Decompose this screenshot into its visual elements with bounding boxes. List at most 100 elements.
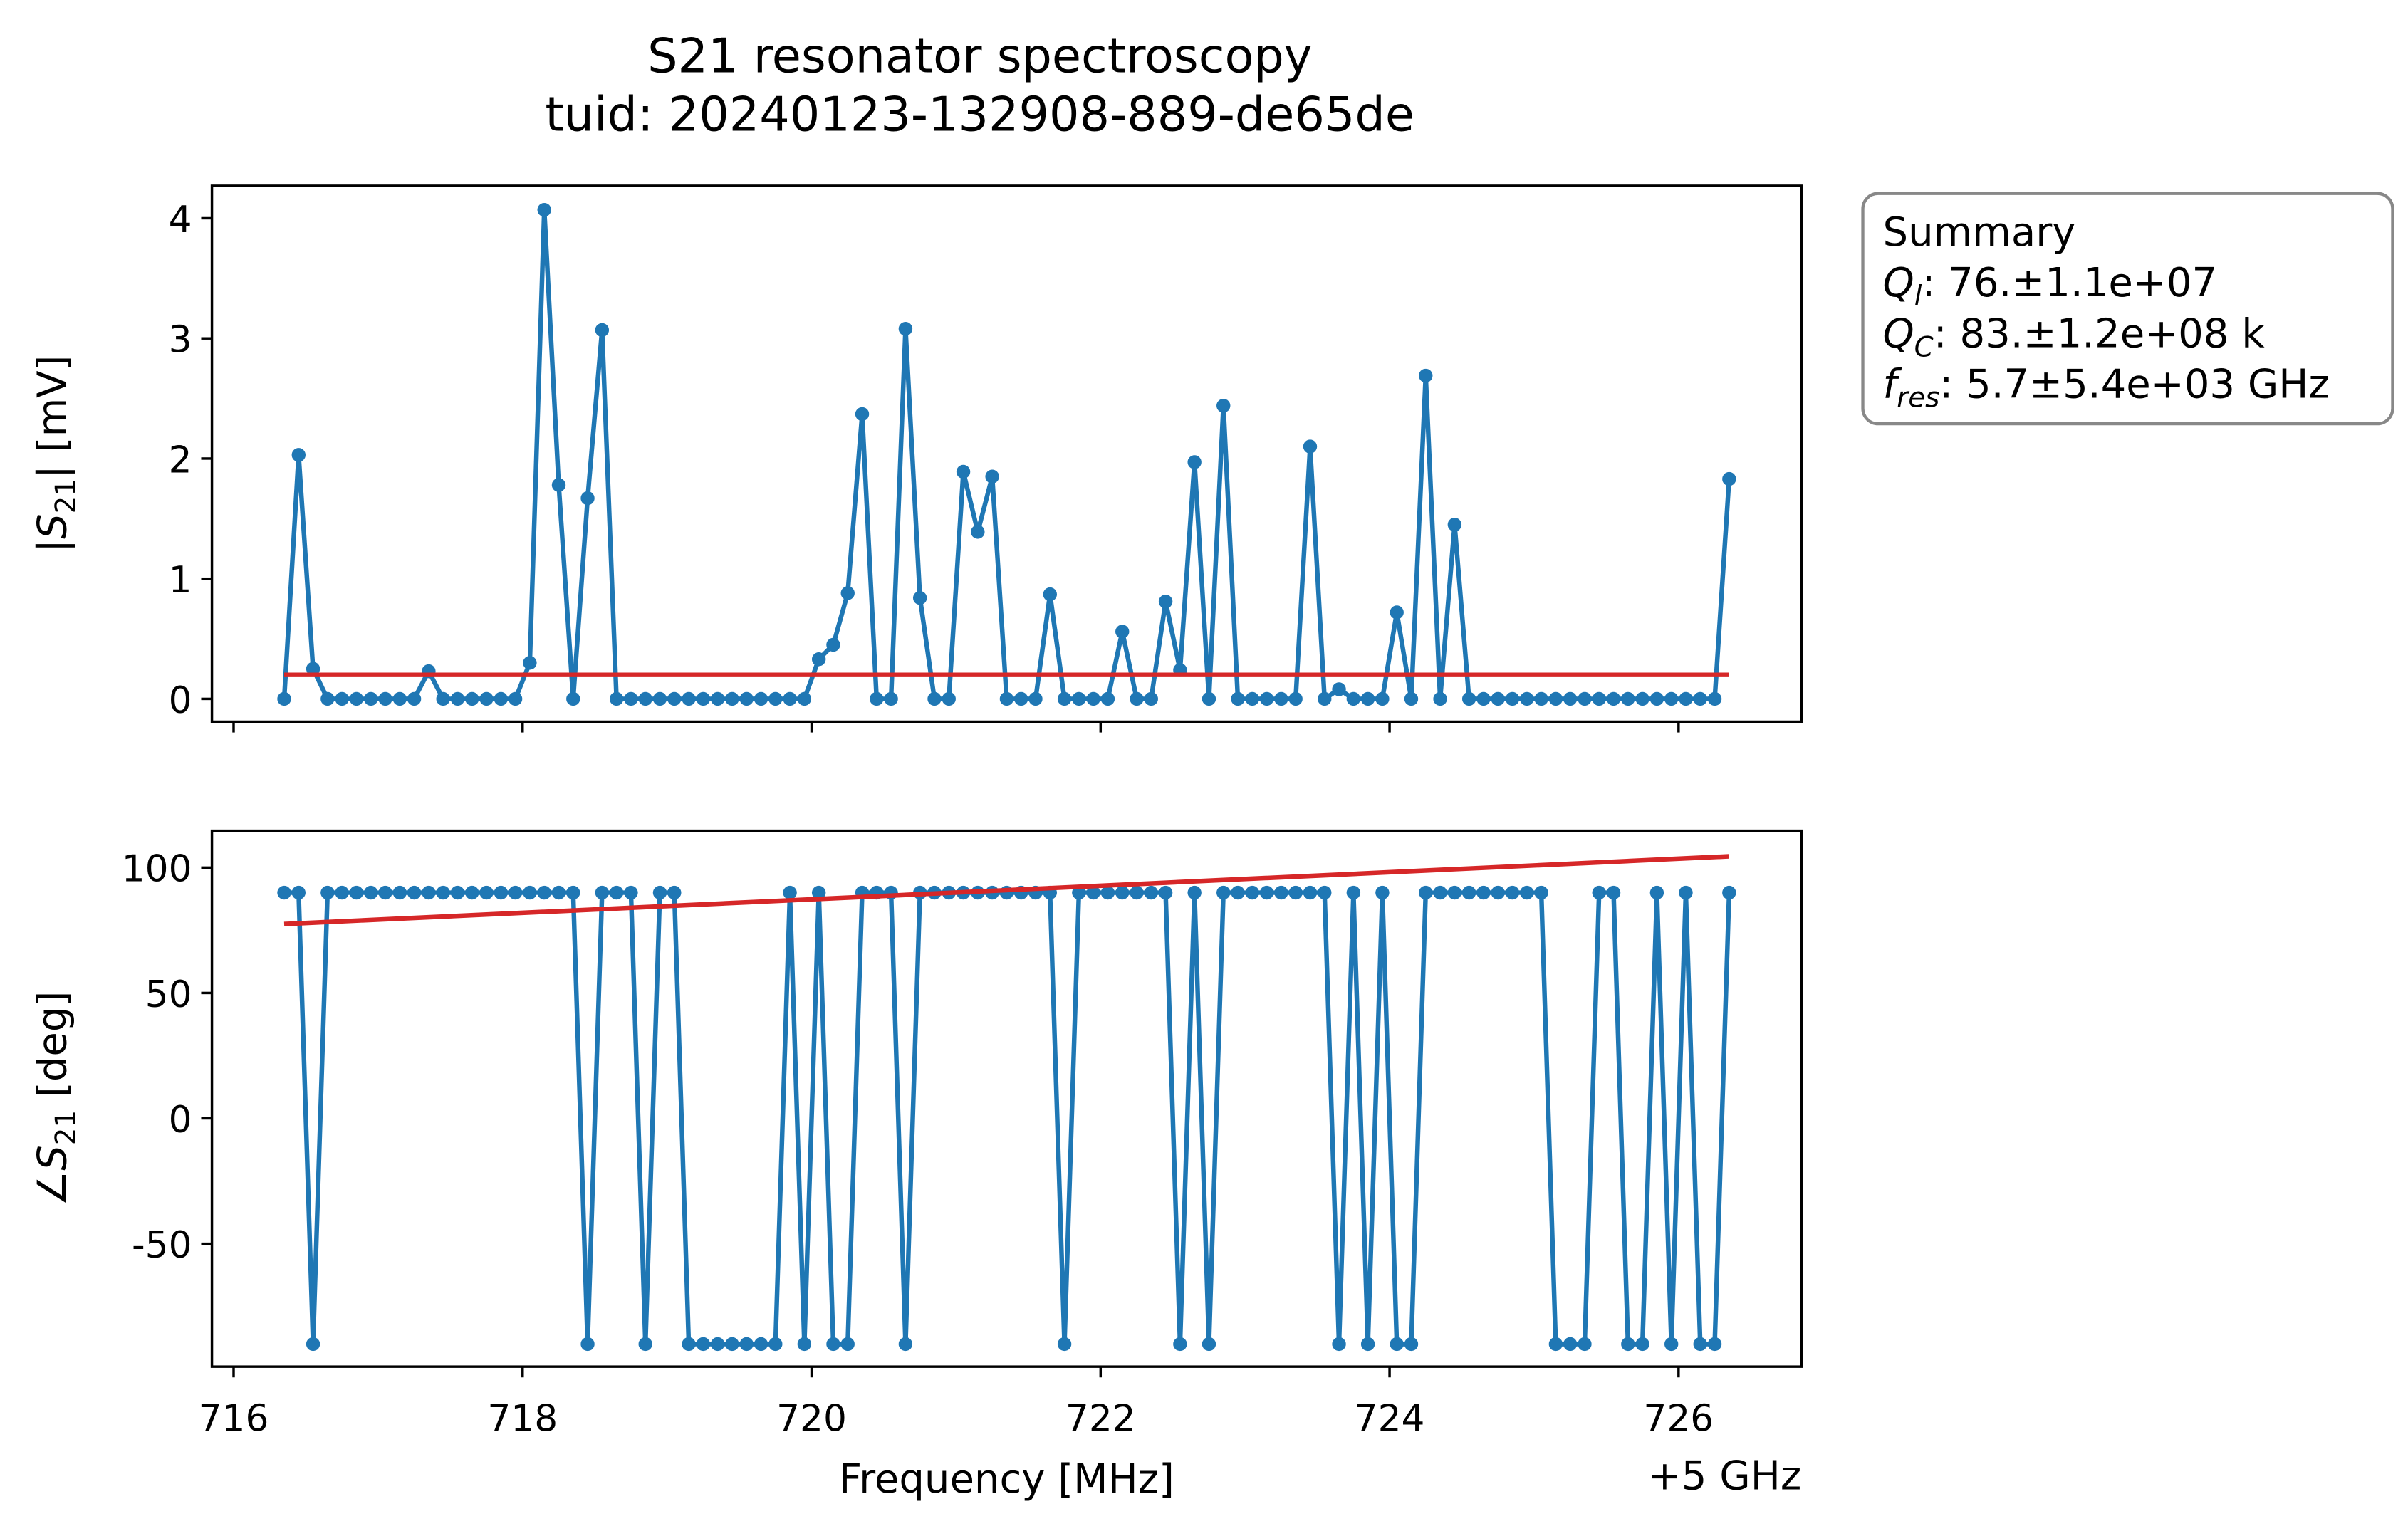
data-point [1375,691,1390,706]
summary-heading: Summary [1883,209,2076,256]
data-point [1245,885,1260,900]
data-point [523,656,537,670]
data-point [1043,587,1057,602]
data-point [898,1337,913,1352]
data-point [1621,691,1635,706]
data-point [1072,691,1086,706]
data-point [1390,1337,1404,1352]
data-point [985,469,999,484]
data-point [1520,691,1534,706]
data-point [1057,1337,1072,1352]
y-tick-label: 0 [169,679,192,722]
chart-title: S21 resonator spectroscopy [647,28,1312,83]
data-point [768,1337,783,1352]
data-point [1216,885,1231,900]
data-point [1707,691,1722,706]
data-point [1274,885,1288,900]
data-point [1476,691,1491,706]
data-point [1520,885,1534,900]
data-point [1722,471,1736,486]
summary-value: : 76.±1.1e+07 [1922,260,2217,306]
data-point [1173,1337,1187,1352]
y-label-suffix: | [mV] [30,355,76,479]
data-point [696,1337,711,1352]
data-point [1679,691,1693,706]
data-point [1158,885,1173,900]
data-point [1346,691,1361,706]
data-point [609,885,624,900]
data-point [494,885,509,900]
data-point [407,691,422,706]
data-point [840,586,855,600]
data-point [682,1337,696,1352]
data-point [725,1337,739,1352]
data-point [1187,455,1202,469]
summary-symbol: Q [1883,260,1914,306]
data-point [1028,691,1043,706]
data-point [754,1337,768,1352]
data-point [277,691,291,706]
data-point [1115,885,1130,900]
x-tick-label: 720 [776,1398,847,1441]
y-label-subscript: 21 [51,1110,83,1145]
data-point [335,885,349,900]
y-axis-label: |S21| [mV] [30,355,83,553]
data-point [595,885,610,900]
y-label-symbol: S [30,1145,76,1171]
data-point [1202,691,1216,706]
data-point [537,885,551,900]
data-point [1086,885,1100,900]
data-point [1563,1337,1578,1352]
data-point [479,691,494,706]
data-point [927,691,942,706]
data-point [1375,885,1390,900]
data-point [1259,691,1274,706]
data-point [1505,691,1520,706]
data-point [1664,691,1679,706]
data-point [537,202,551,217]
data-point [638,1337,652,1352]
data-point [710,1337,725,1352]
data-point [580,1337,595,1352]
x-axis-label: Frequency [MHz] [839,1456,1174,1503]
axes: 0 1 2 3 4 |S21| [mV] [30,184,1803,733]
y-axis-label: ∠S21 [deg] [30,991,83,1206]
data-line [283,854,1729,926]
data-point [783,885,797,900]
data-point [1144,885,1159,900]
data-point [1346,885,1361,900]
data-point [1722,885,1736,900]
data-point [277,885,291,900]
data-point [1014,691,1028,706]
data-point [364,885,378,900]
data-point [392,691,407,706]
x-tick-label: 716 [199,1398,269,1441]
x-offset-label: +5 GHz [1648,1453,1801,1500]
data-point [1057,691,1072,706]
y-label-prefix: | [30,539,76,553]
data-point [1693,691,1707,706]
data-point [682,691,696,706]
data-point [1216,399,1231,413]
x-tick-label: 724 [1355,1398,1425,1441]
data-point [667,885,682,900]
summary-subscript: C [1914,331,1934,363]
data-point [855,407,870,422]
data-point [364,691,378,706]
data-point [1419,368,1433,383]
x-tick-label: 718 [487,1398,558,1441]
data-point [508,885,523,900]
data-point [1288,691,1303,706]
summary-value: : 5.7±5.4e+03 GHz [1939,361,2329,407]
data-point [956,464,971,479]
data-point [335,691,349,706]
y-tick-label: 0 [169,1099,192,1141]
data-point [494,691,509,706]
data-point [320,691,335,706]
data-point [378,691,392,706]
data-point [306,662,320,676]
data-point [1100,885,1115,900]
data-point [1360,1337,1375,1352]
data-point [1115,625,1130,639]
data-point [652,885,667,900]
